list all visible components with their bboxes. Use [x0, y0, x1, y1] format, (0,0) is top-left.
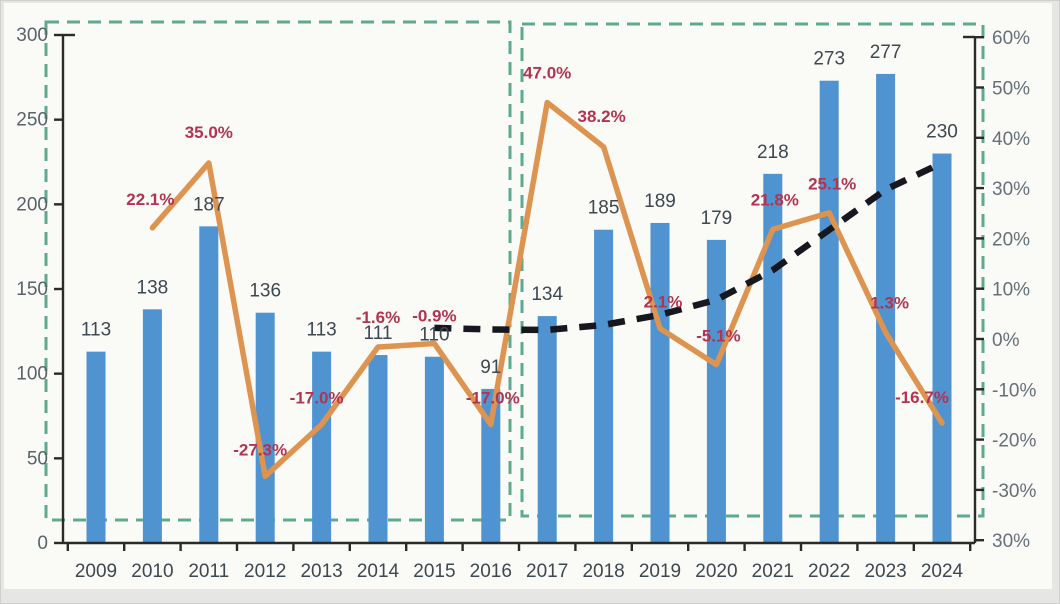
bar-label-2023: 277 [870, 42, 902, 63]
bar-label-2010: 138 [137, 277, 169, 298]
right-axis-tick-label: 0% [992, 330, 1020, 351]
year-label-2017: 2017 [526, 561, 568, 582]
bar-label-2022: 273 [813, 49, 845, 70]
year-label-2020: 2020 [695, 561, 737, 582]
bar-2009 [86, 351, 106, 543]
bar-label-2018: 185 [588, 198, 620, 219]
bar-label-2019: 189 [644, 191, 676, 212]
year-label-2015: 2015 [413, 561, 455, 582]
right-axis-tick-label: 50% [992, 79, 1030, 100]
bar-2014 [368, 355, 388, 543]
right-axis-tick-label: -30% [992, 481, 1036, 502]
bar-label-2013: 113 [306, 320, 336, 341]
year-label-2019: 2019 [639, 561, 681, 582]
bar-label-2021: 218 [757, 142, 789, 163]
year-label-2021: 2021 [752, 561, 794, 582]
pct-label-2018: 38.2% [577, 107, 625, 126]
pct-label-2021: 21.8% [751, 190, 799, 209]
bar-2023 [876, 73, 896, 544]
year-label-2024: 2024 [921, 561, 964, 582]
bar-2010 [142, 309, 162, 543]
bar-label-2011: 187 [193, 194, 225, 215]
left-axis-tick-label: 50 [27, 448, 48, 469]
bar-label-2014: 111 [364, 323, 393, 344]
bar-label-2020: 179 [701, 208, 733, 229]
bar-label-2017: 134 [531, 284, 563, 305]
year-label-2014: 2014 [357, 561, 400, 582]
right-axis-tick-label: -10% [992, 380, 1036, 401]
bar-2015 [424, 356, 444, 543]
year-label-2010: 2010 [131, 561, 173, 582]
year-label-2009: 2009 [75, 561, 117, 582]
bar-2011 [199, 226, 219, 543]
right-axis-tick-label: 10% [992, 280, 1030, 301]
bar-label-2015: 110 [419, 325, 449, 346]
pct-label-2011: 35.0% [185, 123, 233, 142]
bar-2016 [481, 388, 501, 543]
year-label-2011: 2011 [188, 561, 229, 582]
bar-label-2024: 230 [926, 122, 958, 143]
pct-label-2013: -17.0% [290, 389, 344, 408]
year-label-2022: 2022 [808, 561, 850, 582]
right-axis-tick-label: 40% [992, 129, 1030, 150]
left-axis-tick-label: 250 [16, 110, 48, 131]
pct-label-2016: -17.0% [466, 389, 520, 408]
pct-label-2012: -27.3% [233, 440, 287, 459]
left-axis-tick-label: 200 [16, 194, 48, 215]
bar-2020 [706, 239, 726, 544]
year-label-2018: 2018 [582, 561, 624, 582]
year-label-2012: 2012 [244, 561, 286, 582]
right-axis-tick-label: 20% [992, 229, 1030, 250]
right-axis-tick-label: 30% [992, 531, 1030, 552]
pct-label-2020: -5.1% [696, 327, 740, 346]
pct-label-2010: 22.1% [126, 190, 174, 209]
pct-label-2017: 47.0% [523, 64, 571, 83]
bar-2022 [819, 80, 839, 543]
year-label-2016: 2016 [470, 561, 512, 582]
bar-2012 [255, 312, 275, 543]
pct-label-2022: 25.1% [808, 175, 856, 194]
year-label-2013: 2013 [300, 561, 342, 582]
right-axis-tick-label: 60% [992, 28, 1030, 49]
left-axis-tick-label: 100 [16, 364, 48, 385]
bar-label-2016: 91 [480, 357, 501, 378]
right-axis-tick-label: -20% [992, 431, 1036, 452]
pct-label-2014: -1.6% [356, 308, 400, 327]
left-axis-tick-label: 0 [37, 533, 48, 554]
period-box-2009-2016 [44, 20, 512, 522]
bar-label-2009: 113 [81, 320, 111, 341]
period-box-2017-2024 [520, 22, 985, 518]
bar-2024 [932, 153, 952, 544]
yoy-growth-line [149, 99, 945, 480]
bar-label-2012: 136 [249, 281, 281, 302]
pct-label-2019: 2.1% [644, 292, 683, 311]
pct-label-2023: 1.3% [870, 293, 909, 312]
bar-2013 [312, 351, 332, 543]
year-label-2023: 2023 [864, 561, 906, 582]
pct-label-2015: -0.9% [412, 307, 456, 326]
bar-2018 [594, 229, 614, 543]
right-axis-tick-label: 30% [992, 179, 1030, 200]
pct-label-2024: -16.7% [895, 388, 949, 407]
left-axis-tick-label: 300 [16, 25, 48, 46]
left-axis-tick-label: 150 [16, 279, 48, 300]
bar-2017 [537, 316, 557, 543]
bar-2019 [650, 222, 670, 543]
